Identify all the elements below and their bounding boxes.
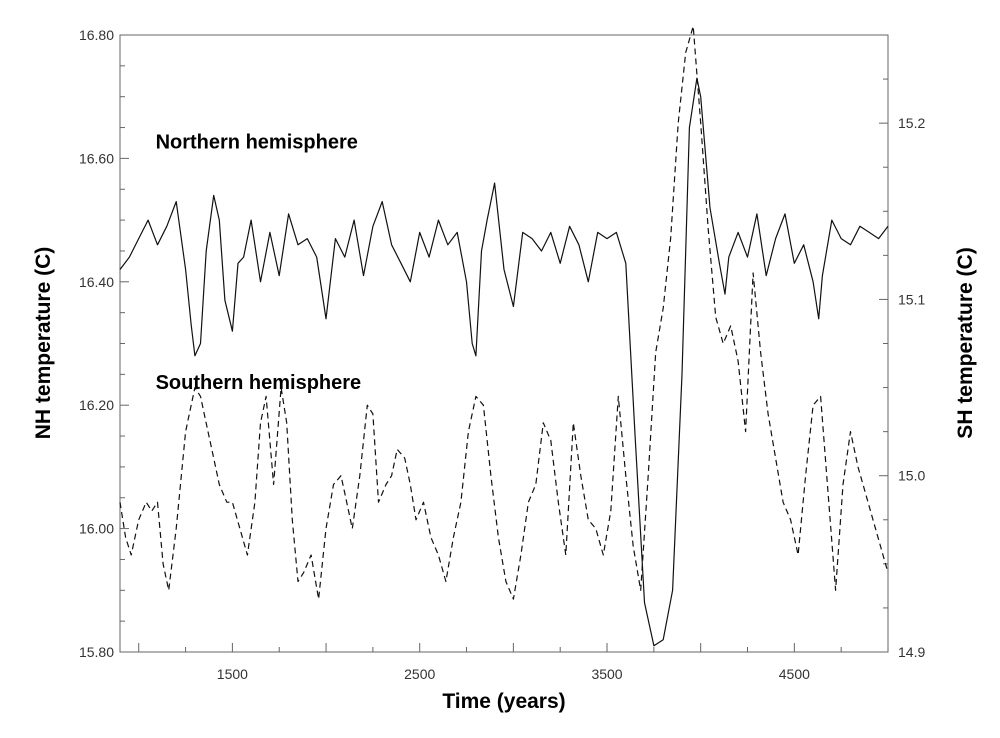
x-tick-label: 1500 [217, 666, 248, 682]
annotation-northern-hemisphere: Northern hemisphere [156, 131, 358, 153]
annotation-southern-hemisphere: Southern hemisphere [156, 372, 362, 394]
series-line-northern-hemisphere [119, 77, 889, 647]
y-axis-right-title: SH temperature (C) [954, 247, 977, 438]
right-axis-ticks: 14.9 15.0 15.1 15.2 [879, 34, 925, 660]
x-axis-title: Time (years) [442, 690, 565, 713]
series-line-southern-hemisphere [119, 25, 889, 600]
series-layer [119, 25, 889, 647]
right-tick-label: 15.1 [898, 291, 925, 307]
x-axis-ticks: 1500 2500 3500 4500 [138, 643, 889, 682]
x-tick-label: 4500 [779, 666, 810, 682]
y-axis-left-title: NH temperature (C) [32, 247, 55, 440]
right-tick-label: 14.9 [898, 644, 925, 660]
right-tick-label: 15.0 [898, 468, 925, 484]
plot-frame [119, 34, 889, 653]
left-axis-ticks: 15.80 16.00 16.20 16.40 16.60 16.80 [79, 27, 129, 660]
left-tick-label: 16.40 [79, 274, 114, 290]
left-tick-label: 16.60 [79, 150, 114, 166]
left-tick-label: 16.00 [79, 521, 114, 537]
x-tick-label: 2500 [404, 666, 435, 682]
annotation-layer: Northern hemisphere Southern hemisphere [156, 131, 362, 394]
x-tick-label: 3500 [591, 666, 622, 682]
right-tick-label: 15.2 [898, 115, 925, 131]
left-tick-label: 15.80 [79, 644, 114, 660]
left-tick-label: 16.20 [79, 397, 114, 413]
left-tick-label: 16.80 [79, 27, 114, 43]
